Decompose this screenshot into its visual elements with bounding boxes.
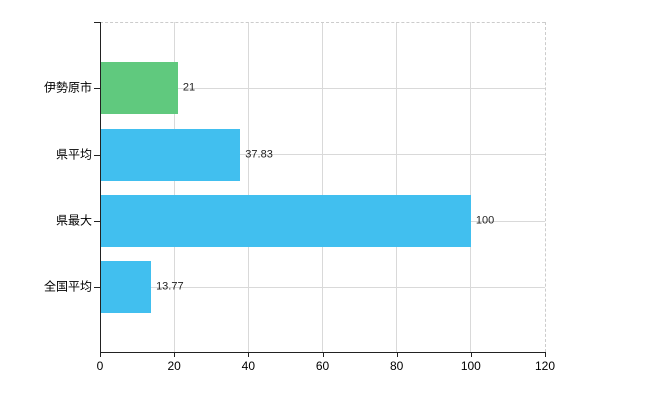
v-gridline: [396, 22, 398, 352]
x-tick-mark: [396, 353, 398, 357]
bar-value-label: 13.77: [156, 280, 184, 293]
x-tick-label: 40: [241, 359, 255, 373]
bar: [100, 62, 178, 115]
x-tick-mark: [174, 353, 176, 357]
y-tick-mark: [94, 221, 100, 222]
plot-border-top: [100, 22, 545, 23]
category-label: 県最大: [55, 213, 92, 228]
x-tick-mark: [545, 353, 546, 357]
category-label: 県平均: [55, 147, 92, 162]
y-tick-mark: [94, 88, 100, 90]
y-tick-mark: [94, 154, 100, 156]
category-label: 伊勢原市: [43, 80, 92, 95]
h-gridline: [100, 87, 545, 89]
x-tick-mark: [248, 353, 250, 357]
x-tick-mark: [322, 353, 324, 357]
bar: [100, 195, 471, 247]
bar: [100, 261, 152, 314]
y-tick-mark: [94, 287, 100, 289]
x-tick-label: 120: [534, 359, 556, 373]
plot-border-right: [545, 22, 546, 352]
x-tick-mark: [100, 353, 101, 357]
v-gridline: [470, 22, 472, 352]
bar: [100, 128, 241, 181]
plot-area: 21 37.83 100 13.77: [100, 22, 545, 352]
x-tick-label: 60: [315, 359, 330, 373]
bar-value-label: 21: [182, 81, 196, 94]
bar-value-label: 100: [475, 214, 495, 227]
x-axis-line: [100, 352, 546, 353]
v-gridline: [322, 22, 323, 352]
v-gridline: [173, 22, 175, 352]
bar-value-label: 37.83: [245, 148, 273, 161]
y-tick-mark: [94, 22, 100, 23]
h-gridline: [100, 286, 545, 288]
x-tick-label: 80: [389, 359, 404, 373]
h-gridline: [100, 154, 545, 156]
x-tick-label: 0: [96, 359, 104, 373]
y-axis-line: [100, 22, 101, 353]
v-gridline: [247, 22, 249, 352]
x-tick-label: 20: [167, 359, 181, 373]
x-tick-label: 100: [460, 359, 481, 373]
category-label: 全国平均: [43, 279, 92, 294]
x-tick-mark: [470, 353, 472, 357]
